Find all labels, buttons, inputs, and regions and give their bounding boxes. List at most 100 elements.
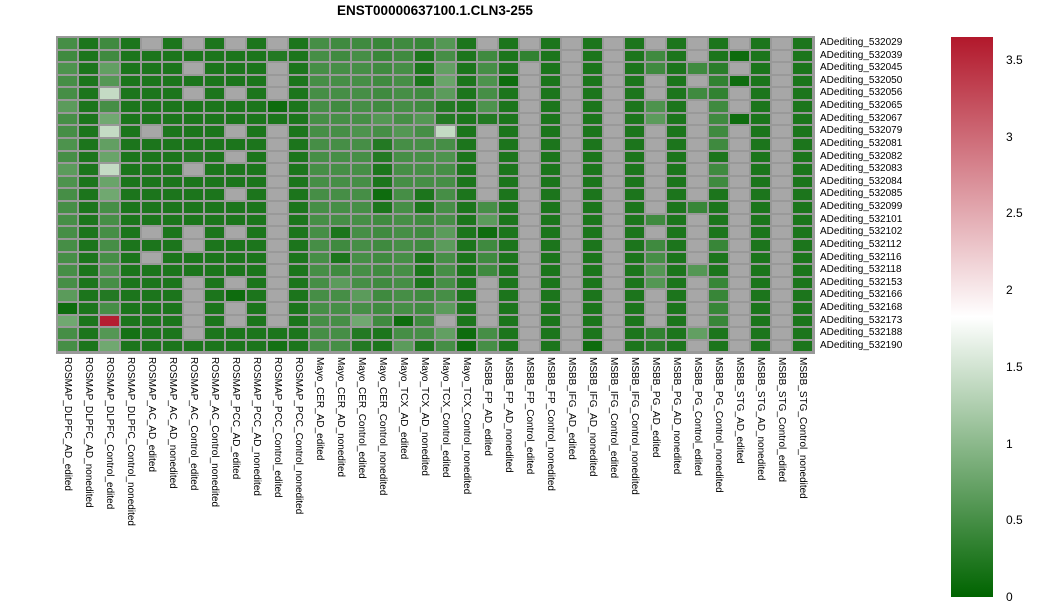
heatmap-cell [141, 327, 162, 340]
heatmap-cell [99, 213, 120, 227]
heatmap-cell-na [687, 314, 708, 328]
heatmap-cell-na [519, 201, 540, 214]
heatmap-cell [750, 226, 771, 239]
heatmap-cell [78, 37, 99, 50]
heatmap-cell-na [519, 289, 540, 303]
row-label: ADediting_532056 [820, 87, 903, 99]
heatmap-cell [708, 226, 729, 239]
heatmap-cell [246, 276, 267, 290]
heatmap-cell [435, 175, 456, 189]
heatmap-cell [246, 327, 267, 340]
heatmap-cell [435, 37, 456, 50]
heatmap-cell [498, 163, 519, 176]
heatmap-cell [141, 201, 162, 214]
heatmap-cell [540, 62, 561, 75]
heatmap-cell-na [561, 188, 582, 202]
heatmap-cell [393, 87, 414, 101]
heatmap-cell [750, 74, 771, 88]
heatmap-cell [162, 289, 183, 303]
heatmap-cell-na [687, 213, 708, 227]
heatmap-cell [57, 238, 78, 252]
heatmap-cell [708, 276, 729, 290]
heatmap-cell [750, 264, 771, 277]
heatmap-cell [456, 62, 477, 75]
heatmap-cell-na [729, 137, 750, 151]
heatmap-cell [309, 302, 330, 315]
heatmap-cell-na [729, 150, 750, 164]
column-label: MSBB_STG_AD_edited [734, 357, 745, 464]
heatmap-cell [456, 201, 477, 214]
colorbar-tick-label: 0 [1006, 590, 1013, 603]
heatmap-cell [645, 339, 666, 353]
heatmap-cell [99, 87, 120, 101]
heatmap-cell-na [687, 137, 708, 151]
heatmap-cell [330, 264, 351, 277]
heatmap-cell [57, 87, 78, 101]
heatmap-cell-na [645, 188, 666, 202]
heatmap-cell [351, 213, 372, 227]
heatmap-cell-na [519, 213, 540, 227]
heatmap-cell [792, 201, 813, 214]
heatmap-cell [414, 112, 435, 126]
heatmap-cell [456, 112, 477, 126]
heatmap-cell-na [561, 175, 582, 189]
heatmap-cell [792, 175, 813, 189]
heatmap-cell [57, 289, 78, 303]
heatmap-cell [792, 188, 813, 202]
heatmap-cell [414, 74, 435, 88]
heatmap-cell [162, 150, 183, 164]
heatmap-cell [414, 137, 435, 151]
heatmap-cell [183, 175, 204, 189]
heatmap-cell [540, 150, 561, 164]
heatmap-cell [246, 251, 267, 265]
heatmap-cell-na [645, 87, 666, 101]
heatmap-cell-na [561, 62, 582, 75]
heatmap-cell [582, 226, 603, 239]
heatmap-cell [99, 327, 120, 340]
heatmap-cell [477, 62, 498, 75]
heatmap-cell [708, 213, 729, 227]
heatmap-cell [162, 137, 183, 151]
heatmap-cell [792, 238, 813, 252]
row-label: ADediting_532153 [820, 276, 903, 288]
heatmap-cell [792, 302, 813, 315]
heatmap-cell-na [519, 125, 540, 138]
heatmap-cell [456, 226, 477, 239]
heatmap-cell [477, 213, 498, 227]
heatmap-cell-na [519, 62, 540, 75]
heatmap-cell [393, 251, 414, 265]
row-label: ADediting_532067 [820, 112, 903, 124]
heatmap-cell [225, 74, 246, 88]
heatmap-cell [330, 49, 351, 63]
heatmap-cell [288, 188, 309, 202]
heatmap-cell [57, 62, 78, 75]
heatmap-cell [162, 226, 183, 239]
heatmap-cell [372, 238, 393, 252]
heatmap-cell [57, 37, 78, 50]
heatmap-cell [708, 87, 729, 101]
heatmap-cell [288, 264, 309, 277]
row-label: ADediting_532173 [820, 314, 903, 326]
heatmap-cell [666, 188, 687, 202]
column-label: ROSMAP_AC_AD_edited [146, 357, 157, 473]
colorbar-tick-label: 0.5 [1006, 513, 1023, 528]
heatmap-cell [372, 137, 393, 151]
heatmap-cell [540, 314, 561, 328]
heatmap-cell [372, 276, 393, 290]
heatmap-cell-na [729, 100, 750, 113]
heatmap-cell-na [561, 150, 582, 164]
heatmap-cell [645, 238, 666, 252]
heatmap-cell [309, 188, 330, 202]
heatmap-cell-na [183, 163, 204, 176]
heatmap-cell [393, 213, 414, 227]
heatmap-cell [141, 100, 162, 113]
heatmap-cell [246, 62, 267, 75]
heatmap-cell-na [729, 201, 750, 214]
heatmap-cell [687, 87, 708, 101]
heatmap-cell-na [771, 163, 792, 176]
heatmap-cell [477, 327, 498, 340]
column-label: MSBB_STG_AD_nonedited [755, 357, 766, 481]
heatmap-cell-na [687, 276, 708, 290]
heatmap-cell [204, 238, 225, 252]
heatmap-cell [204, 302, 225, 315]
